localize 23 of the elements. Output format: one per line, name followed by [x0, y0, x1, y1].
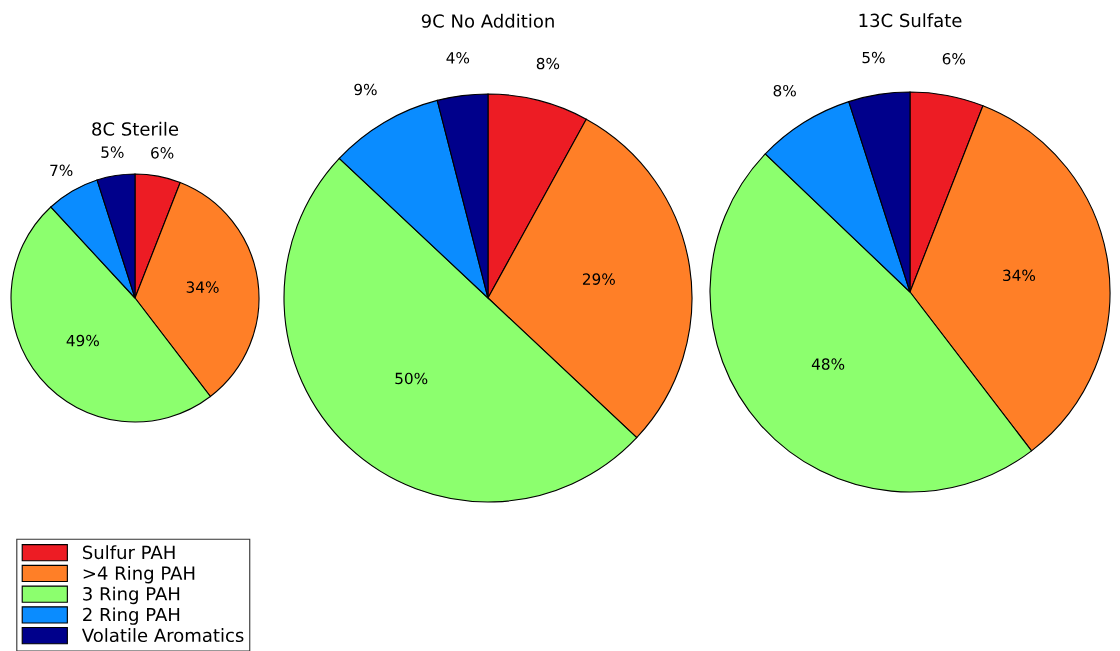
data-label: 6% [942, 52, 966, 65]
data-label: 48% [811, 358, 845, 370]
legend-label: 3 Ring PAH [83, 586, 180, 605]
chart-title: 9C No Addition [421, 13, 554, 28]
data-label: 6% [151, 147, 174, 159]
data-label: 5% [101, 146, 124, 158]
data-label: 50% [395, 372, 428, 385]
legend-label: Volatile Aromatics [81, 628, 244, 643]
chart-title: 13C Sulfate [859, 13, 962, 28]
data-label: 29% [582, 273, 615, 285]
data-label: 9% [354, 83, 377, 96]
data-label: 5% [862, 51, 885, 64]
data-label: 34% [1003, 269, 1036, 282]
legend-label: >4 Ring PAH [83, 565, 195, 584]
data-label: 4% [446, 52, 470, 64]
legend-label: Sulfur PAH [82, 545, 175, 560]
data-label: 8% [536, 57, 560, 70]
data-label: 8% [773, 84, 796, 97]
data-label: 34% [186, 281, 219, 293]
data-label: 49% [66, 334, 99, 347]
chart-title: 8C Sterile [92, 121, 179, 136]
legend-label: 2 Ring PAH [83, 607, 180, 625]
data-label: 7% [50, 164, 73, 177]
